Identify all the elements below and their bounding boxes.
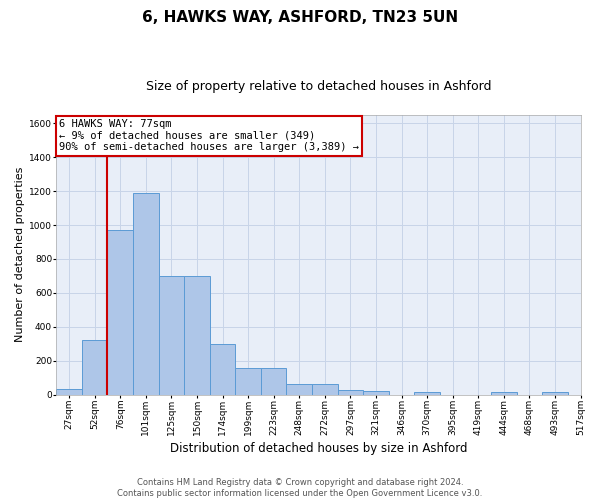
Bar — [82, 340, 107, 394]
X-axis label: Distribution of detached houses by size in Ashford: Distribution of detached houses by size … — [170, 442, 467, 455]
Text: Contains HM Land Registry data © Crown copyright and database right 2024.
Contai: Contains HM Land Registry data © Crown c… — [118, 478, 482, 498]
Bar — [542, 392, 568, 394]
Text: 6 HAWKS WAY: 77sqm
← 9% of detached houses are smaller (349)
90% of semi-detache: 6 HAWKS WAY: 77sqm ← 9% of detached hous… — [59, 119, 359, 152]
Y-axis label: Number of detached properties: Number of detached properties — [15, 167, 25, 342]
Bar — [107, 230, 133, 394]
Bar — [158, 276, 184, 394]
Bar — [56, 390, 82, 394]
Text: 6, HAWKS WAY, ASHFORD, TN23 5UN: 6, HAWKS WAY, ASHFORD, TN23 5UN — [142, 10, 458, 25]
Bar — [338, 390, 363, 394]
Bar — [235, 368, 261, 394]
Bar — [491, 392, 517, 394]
Bar — [312, 384, 338, 394]
Bar — [261, 368, 286, 394]
Title: Size of property relative to detached houses in Ashford: Size of property relative to detached ho… — [146, 80, 491, 93]
Bar — [415, 392, 440, 394]
Bar — [363, 391, 389, 394]
Bar — [286, 384, 312, 394]
Bar — [184, 276, 210, 394]
Bar — [210, 344, 235, 394]
Bar — [133, 193, 158, 394]
